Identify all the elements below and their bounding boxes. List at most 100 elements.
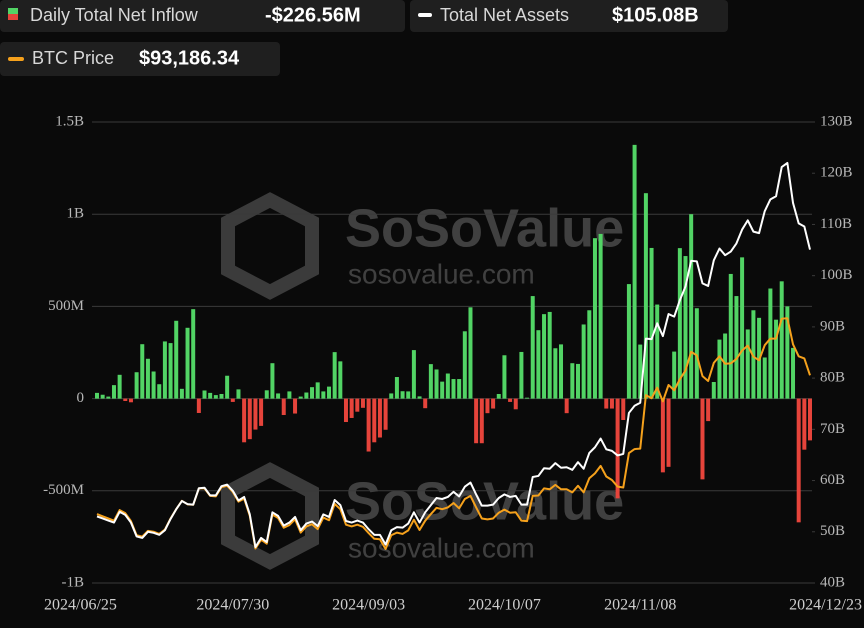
y2-tick-label: 90B: [820, 318, 845, 334]
bar: [734, 296, 739, 399]
bar: [168, 343, 173, 399]
y2-tick-label: 70B: [820, 421, 845, 437]
y-tick-label: 1B: [66, 206, 84, 222]
bar: [428, 364, 433, 399]
bar: [474, 398, 479, 444]
bar: [621, 398, 626, 420]
bar: [140, 344, 145, 399]
bar: [298, 396, 303, 399]
bar: [304, 392, 309, 399]
bar: [700, 398, 705, 480]
bar: [310, 387, 315, 399]
bar: [270, 363, 275, 399]
bar: [281, 398, 286, 416]
bar: [559, 344, 564, 399]
bar: [111, 385, 116, 399]
bar: [440, 381, 445, 399]
bar: [672, 351, 677, 399]
legend-value: $93,186.34: [139, 47, 240, 69]
bar: [479, 398, 484, 444]
bar: [496, 393, 501, 399]
bar: [502, 355, 507, 399]
y-tick-label: -500M: [43, 482, 84, 498]
bar: [632, 144, 637, 399]
bar: [247, 398, 252, 440]
bar: [349, 398, 354, 418]
bar: [525, 397, 530, 399]
bar: [406, 391, 411, 399]
bar: [677, 248, 682, 399]
y2-tick-label: 110B: [820, 216, 852, 232]
bar: [445, 373, 450, 399]
bar: [343, 398, 348, 423]
bar: [711, 382, 716, 399]
bar: [276, 393, 281, 399]
y-tick-label: 1.5B: [55, 113, 84, 129]
bar: [570, 363, 575, 399]
bar: [553, 348, 558, 399]
bar: [225, 375, 230, 399]
x-tick-label: 2024/10/07: [468, 597, 541, 614]
bar: [508, 398, 513, 402]
bar: [694, 308, 699, 399]
bar: [706, 398, 711, 422]
y2-tick-label: 120B: [820, 165, 853, 181]
bar: [423, 398, 428, 409]
legend-box: [0, 0, 405, 32]
bar: [751, 310, 756, 399]
legend-icon: [8, 14, 18, 20]
y2-tick-label: 80B: [820, 370, 845, 386]
bar: [394, 377, 399, 399]
bar: [587, 310, 592, 399]
logo: [221, 192, 319, 300]
y-tick-label: -1B: [62, 574, 85, 590]
bar: [389, 393, 394, 399]
bar: [151, 371, 156, 399]
bar: [638, 344, 643, 399]
bar: [321, 391, 326, 399]
bar: [185, 327, 190, 399]
bar: [191, 309, 196, 399]
y-tick-label: 500M: [48, 298, 84, 314]
bar: [259, 398, 264, 426]
bar: [457, 379, 462, 399]
bar: [417, 396, 422, 399]
bar: [649, 247, 654, 399]
bar: [106, 396, 111, 399]
bar: [723, 333, 728, 399]
bar: [666, 398, 671, 467]
y2-tick-label: 40B: [820, 574, 845, 590]
bar: [491, 398, 496, 409]
bar: [145, 358, 150, 399]
bar: [626, 284, 631, 399]
y2-tick-label: 50B: [820, 523, 845, 539]
bar: [796, 398, 801, 523]
watermark: sosovalue.com: [348, 532, 535, 563]
bar: [536, 330, 541, 399]
bar: [315, 382, 320, 399]
bar: [762, 357, 767, 399]
legend-box: [410, 0, 728, 32]
bar: [287, 391, 292, 399]
line: [96, 161, 811, 549]
bar: [253, 398, 258, 430]
x-tick-label: 2024/07/30: [196, 597, 269, 614]
bar: [338, 361, 343, 399]
bar: [293, 398, 298, 414]
bar: [100, 394, 105, 399]
bar: [383, 398, 388, 430]
bar: [683, 256, 688, 399]
x-tick-label: 2024/11/08: [604, 597, 676, 614]
y2-tick-label: 60B: [820, 472, 845, 488]
legend-icon: [8, 8, 18, 14]
bar: [242, 398, 247, 443]
bar: [400, 391, 405, 399]
bar: [745, 329, 750, 399]
legend-label: Daily Total Net Inflow: [30, 5, 199, 25]
bar: [530, 296, 535, 399]
legend-box: [0, 42, 280, 76]
x-tick-label: 2024/12/23: [789, 597, 862, 614]
legend-value: -$226.56M: [265, 4, 361, 26]
bar: [264, 390, 269, 399]
